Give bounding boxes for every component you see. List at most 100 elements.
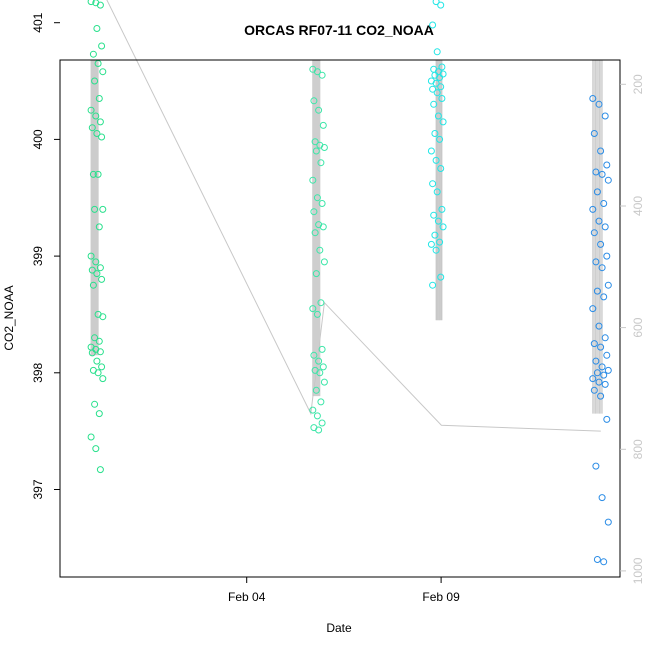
data-point-rf08 [318, 71, 326, 79]
data-point-rf07 [91, 334, 99, 342]
data-point-rf10 [600, 558, 608, 566]
x-tick-label: Feb 04 [228, 590, 266, 604]
data-point-rf10 [589, 205, 597, 213]
data-point-rf08 [312, 270, 320, 278]
data-point-rf07 [94, 170, 102, 178]
data-point-rf09 [436, 135, 444, 143]
data-point-rf07 [95, 337, 103, 345]
data-point-rf09 [432, 79, 440, 87]
data-point-rf10 [601, 380, 609, 388]
y2-axis: 200 400 600 800 1000 [620, 74, 645, 584]
data-point-rf09 [436, 74, 444, 81]
data-point-rf10 [597, 147, 605, 155]
data-point-rf09 [437, 1, 445, 9]
data-point-rf07 [87, 433, 95, 441]
data-point-rf07 [99, 205, 107, 213]
data-point-rf09 [434, 217, 442, 225]
data-point-rf07 [96, 264, 104, 272]
data-point-rf07 [96, 118, 104, 126]
data-point-rf08 [313, 194, 321, 202]
plot-frame [59, 59, 621, 578]
y2-tick-label: 600 [631, 317, 645, 337]
data-point-rf08 [319, 223, 327, 231]
data-point-rf10 [604, 366, 612, 374]
data-point-rf08 [319, 121, 327, 129]
data-point-rf10 [593, 188, 601, 196]
data-point-rf08 [318, 200, 326, 207]
data-point-rf07 [87, 106, 95, 114]
data-point-rf08 [310, 208, 318, 216]
data-point-rf07 [95, 223, 103, 231]
y2-tick-label: 1000 [631, 557, 645, 584]
data-point-rf10 [590, 130, 598, 137]
data-point-rf09 [438, 205, 446, 213]
data-point-rf08 [320, 144, 328, 151]
data-point-rf10 [603, 161, 611, 169]
data-point-rf08 [317, 299, 325, 307]
data-point-rf10 [593, 287, 601, 295]
data-point-rf08 [311, 138, 319, 146]
data-point-rf07 [88, 349, 96, 357]
data-point-rf10 [603, 351, 611, 359]
data-point-rf07 [95, 410, 103, 418]
data-point-rf09 [433, 89, 441, 97]
data-point-rf07 [96, 466, 104, 474]
data-point-rf09 [431, 231, 439, 239]
data-point-rf10 [597, 343, 605, 351]
data-point-rf08 [320, 378, 328, 386]
data-point-rf07 [89, 170, 97, 178]
data-point-rf09 [439, 70, 447, 78]
data-point-rf09 [437, 83, 445, 91]
data-point-rf07 [92, 258, 100, 266]
data-point-rf08 [317, 398, 325, 406]
data-point-rf10 [604, 281, 612, 289]
data-point-rf08 [315, 106, 323, 114]
data-point-rf07 [92, 445, 100, 453]
data-point-rf10 [600, 371, 608, 379]
y-tick-label: 399 [31, 246, 45, 266]
data-point-rf07 [93, 270, 101, 278]
data-point-rf09 [432, 246, 440, 254]
data-point-rf07 [99, 375, 107, 383]
data-point-rf08 [313, 412, 321, 420]
data-point-rf07 [99, 313, 107, 321]
data-point-rf07 [87, 252, 95, 260]
data-point-rf09 [438, 95, 446, 102]
data-point-rf08 [320, 258, 328, 266]
y-tick-label: 400 [31, 129, 45, 149]
data-point-rf10 [592, 357, 600, 365]
x-axis: Feb 04 Feb 09 [228, 577, 460, 604]
data-point-rf10 [595, 100, 603, 108]
data-point-rf08 [310, 97, 318, 105]
data-point-rf10 [592, 462, 600, 470]
y2-tick-label: 800 [631, 439, 645, 459]
data-point-rf09 [427, 240, 435, 248]
data-point-rf08 [311, 229, 319, 237]
data-point-rf08 [310, 351, 318, 359]
data-point-rf10 [598, 494, 606, 502]
y-tick-label: 401 [31, 12, 45, 32]
data-point-rf10 [593, 556, 601, 563]
data-point-rf09 [430, 211, 438, 219]
data-point-rf10 [589, 305, 597, 313]
data-point-rf10 [604, 176, 612, 184]
data-point-rf09 [439, 223, 447, 231]
data-point-rf10 [600, 200, 608, 207]
data-point-rf09 [429, 281, 437, 289]
data-point-rf09 [429, 85, 437, 93]
data-point-rf07 [96, 1, 104, 9]
data-point-rf10 [590, 340, 598, 348]
y2-tick-label: 400 [631, 196, 645, 216]
data-point-rf07 [91, 205, 99, 213]
y-axis: 397 398 399 400 401 [31, 12, 60, 500]
data-point-rf08 [315, 357, 323, 365]
data-point-rf09 [434, 112, 442, 120]
data-point-rf10 [600, 293, 608, 301]
data-point-rf08 [316, 246, 324, 254]
data-point-rf07 [98, 133, 106, 141]
data-point-rf09 [437, 273, 445, 281]
data-point-rf07 [89, 50, 97, 58]
data-point-rf10 [597, 392, 605, 400]
data-point-rf10 [604, 518, 612, 526]
